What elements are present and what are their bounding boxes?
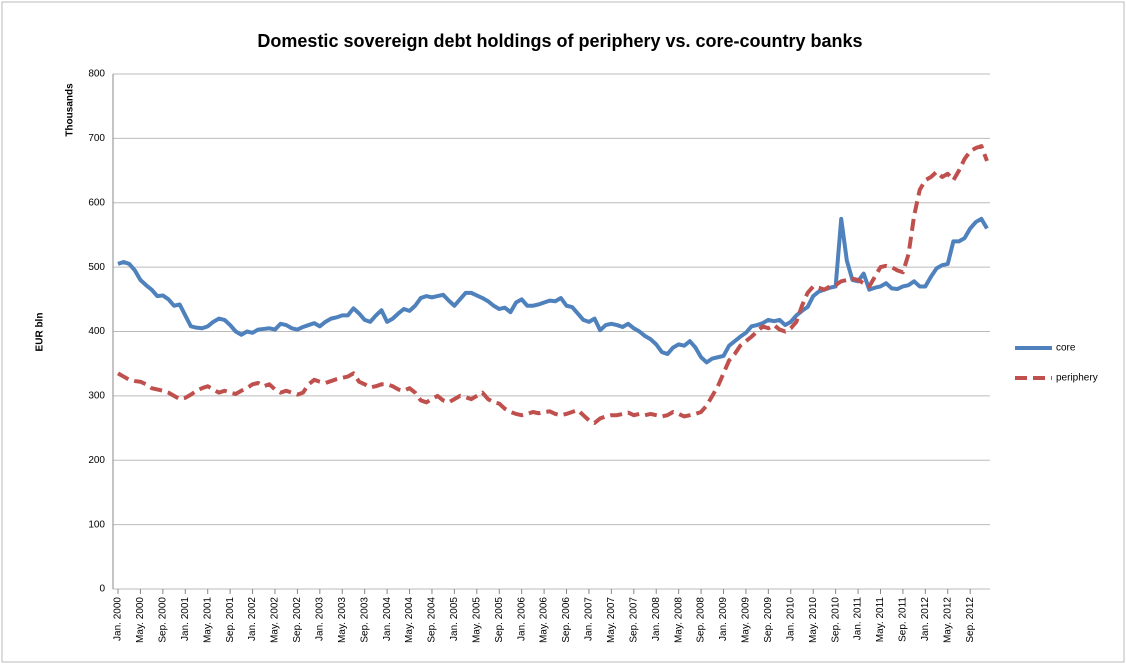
x-tick-label: Sep. 2010: [830, 597, 841, 643]
x-tick-label: Jan. 2012: [920, 597, 931, 641]
x-tick-label: Jan. 2001: [180, 597, 191, 641]
x-tick-label: May. 2009: [741, 597, 752, 643]
x-tick-label: Sep. 2002: [292, 597, 303, 643]
x-tick-label: Sep. 2003: [359, 597, 370, 643]
y-tick-label: 300: [88, 391, 105, 402]
x-tick-label: Jan. 2008: [651, 597, 662, 641]
x-tick-label: May. 2012: [942, 597, 953, 643]
legend-label: periphery: [1056, 373, 1098, 384]
x-tick-label: Jan. 2010: [785, 597, 796, 641]
x-tick-label: May. 2000: [135, 597, 146, 643]
x-tick-label: Sep. 2004: [427, 597, 438, 643]
x-tick-label: Sep. 2001: [225, 597, 236, 643]
y-units-label: Thousands: [65, 83, 76, 137]
x-tick-label: Jan. 2002: [247, 597, 258, 641]
x-tick-label: Jan. 2003: [314, 597, 325, 641]
x-tick-label: Jan. 2011: [853, 597, 864, 641]
x-tick-label: Jan. 2006: [516, 597, 527, 641]
x-tick-label: May. 2008: [673, 597, 684, 643]
x-tick-label: May. 2002: [270, 597, 281, 643]
series-line: [117, 216, 989, 365]
x-tick-label: May. 2010: [808, 597, 819, 643]
x-tick-label: Sep. 2011: [898, 597, 909, 642]
x-tick-label: Sep. 2007: [628, 597, 639, 643]
chart-title: Domestic sovereign debt holdings of peri…: [257, 31, 862, 51]
x-tick-label: May. 2001: [202, 597, 213, 643]
x-tick-label: Jan. 2005: [449, 597, 460, 641]
x-tick-label: Jan. 2009: [718, 597, 729, 641]
y-axis-label: EUR bln: [35, 313, 46, 352]
x-tick-label: Sep. 2009: [763, 597, 774, 643]
x-tick-label: Sep. 2005: [494, 597, 505, 643]
legend-label: core: [1056, 343, 1076, 354]
x-tick-label: May. 2004: [404, 597, 415, 643]
x-tick-label: Jan. 2000: [113, 597, 124, 641]
y-tick-label: 200: [88, 455, 105, 466]
x-tick-label: Jan. 2007: [584, 597, 595, 641]
x-tick-label: May. 2007: [606, 597, 617, 643]
x-tick-label: Sep. 2012: [965, 597, 976, 643]
y-tick-label: 0: [99, 584, 105, 595]
x-tick-label: Sep. 2006: [561, 597, 572, 643]
y-tick-label: 600: [88, 197, 105, 208]
y-tick-label: 700: [88, 133, 105, 144]
y-tick-label: 400: [88, 326, 105, 337]
x-tick-label: Sep. 2008: [696, 597, 707, 643]
x-tick-label: Sep. 2000: [157, 597, 168, 643]
y-tick-label: 500: [88, 262, 105, 273]
x-tick-label: May. 2006: [539, 597, 550, 643]
x-tick-label: May. 2011: [875, 597, 886, 643]
series-line: [117, 144, 989, 425]
x-tick-label: Jan. 2004: [382, 597, 393, 641]
x-tick-label: May. 2005: [471, 597, 482, 643]
y-tick-label: 100: [88, 519, 105, 530]
y-tick-label: 800: [88, 69, 105, 80]
x-tick-label: May. 2003: [337, 597, 348, 643]
